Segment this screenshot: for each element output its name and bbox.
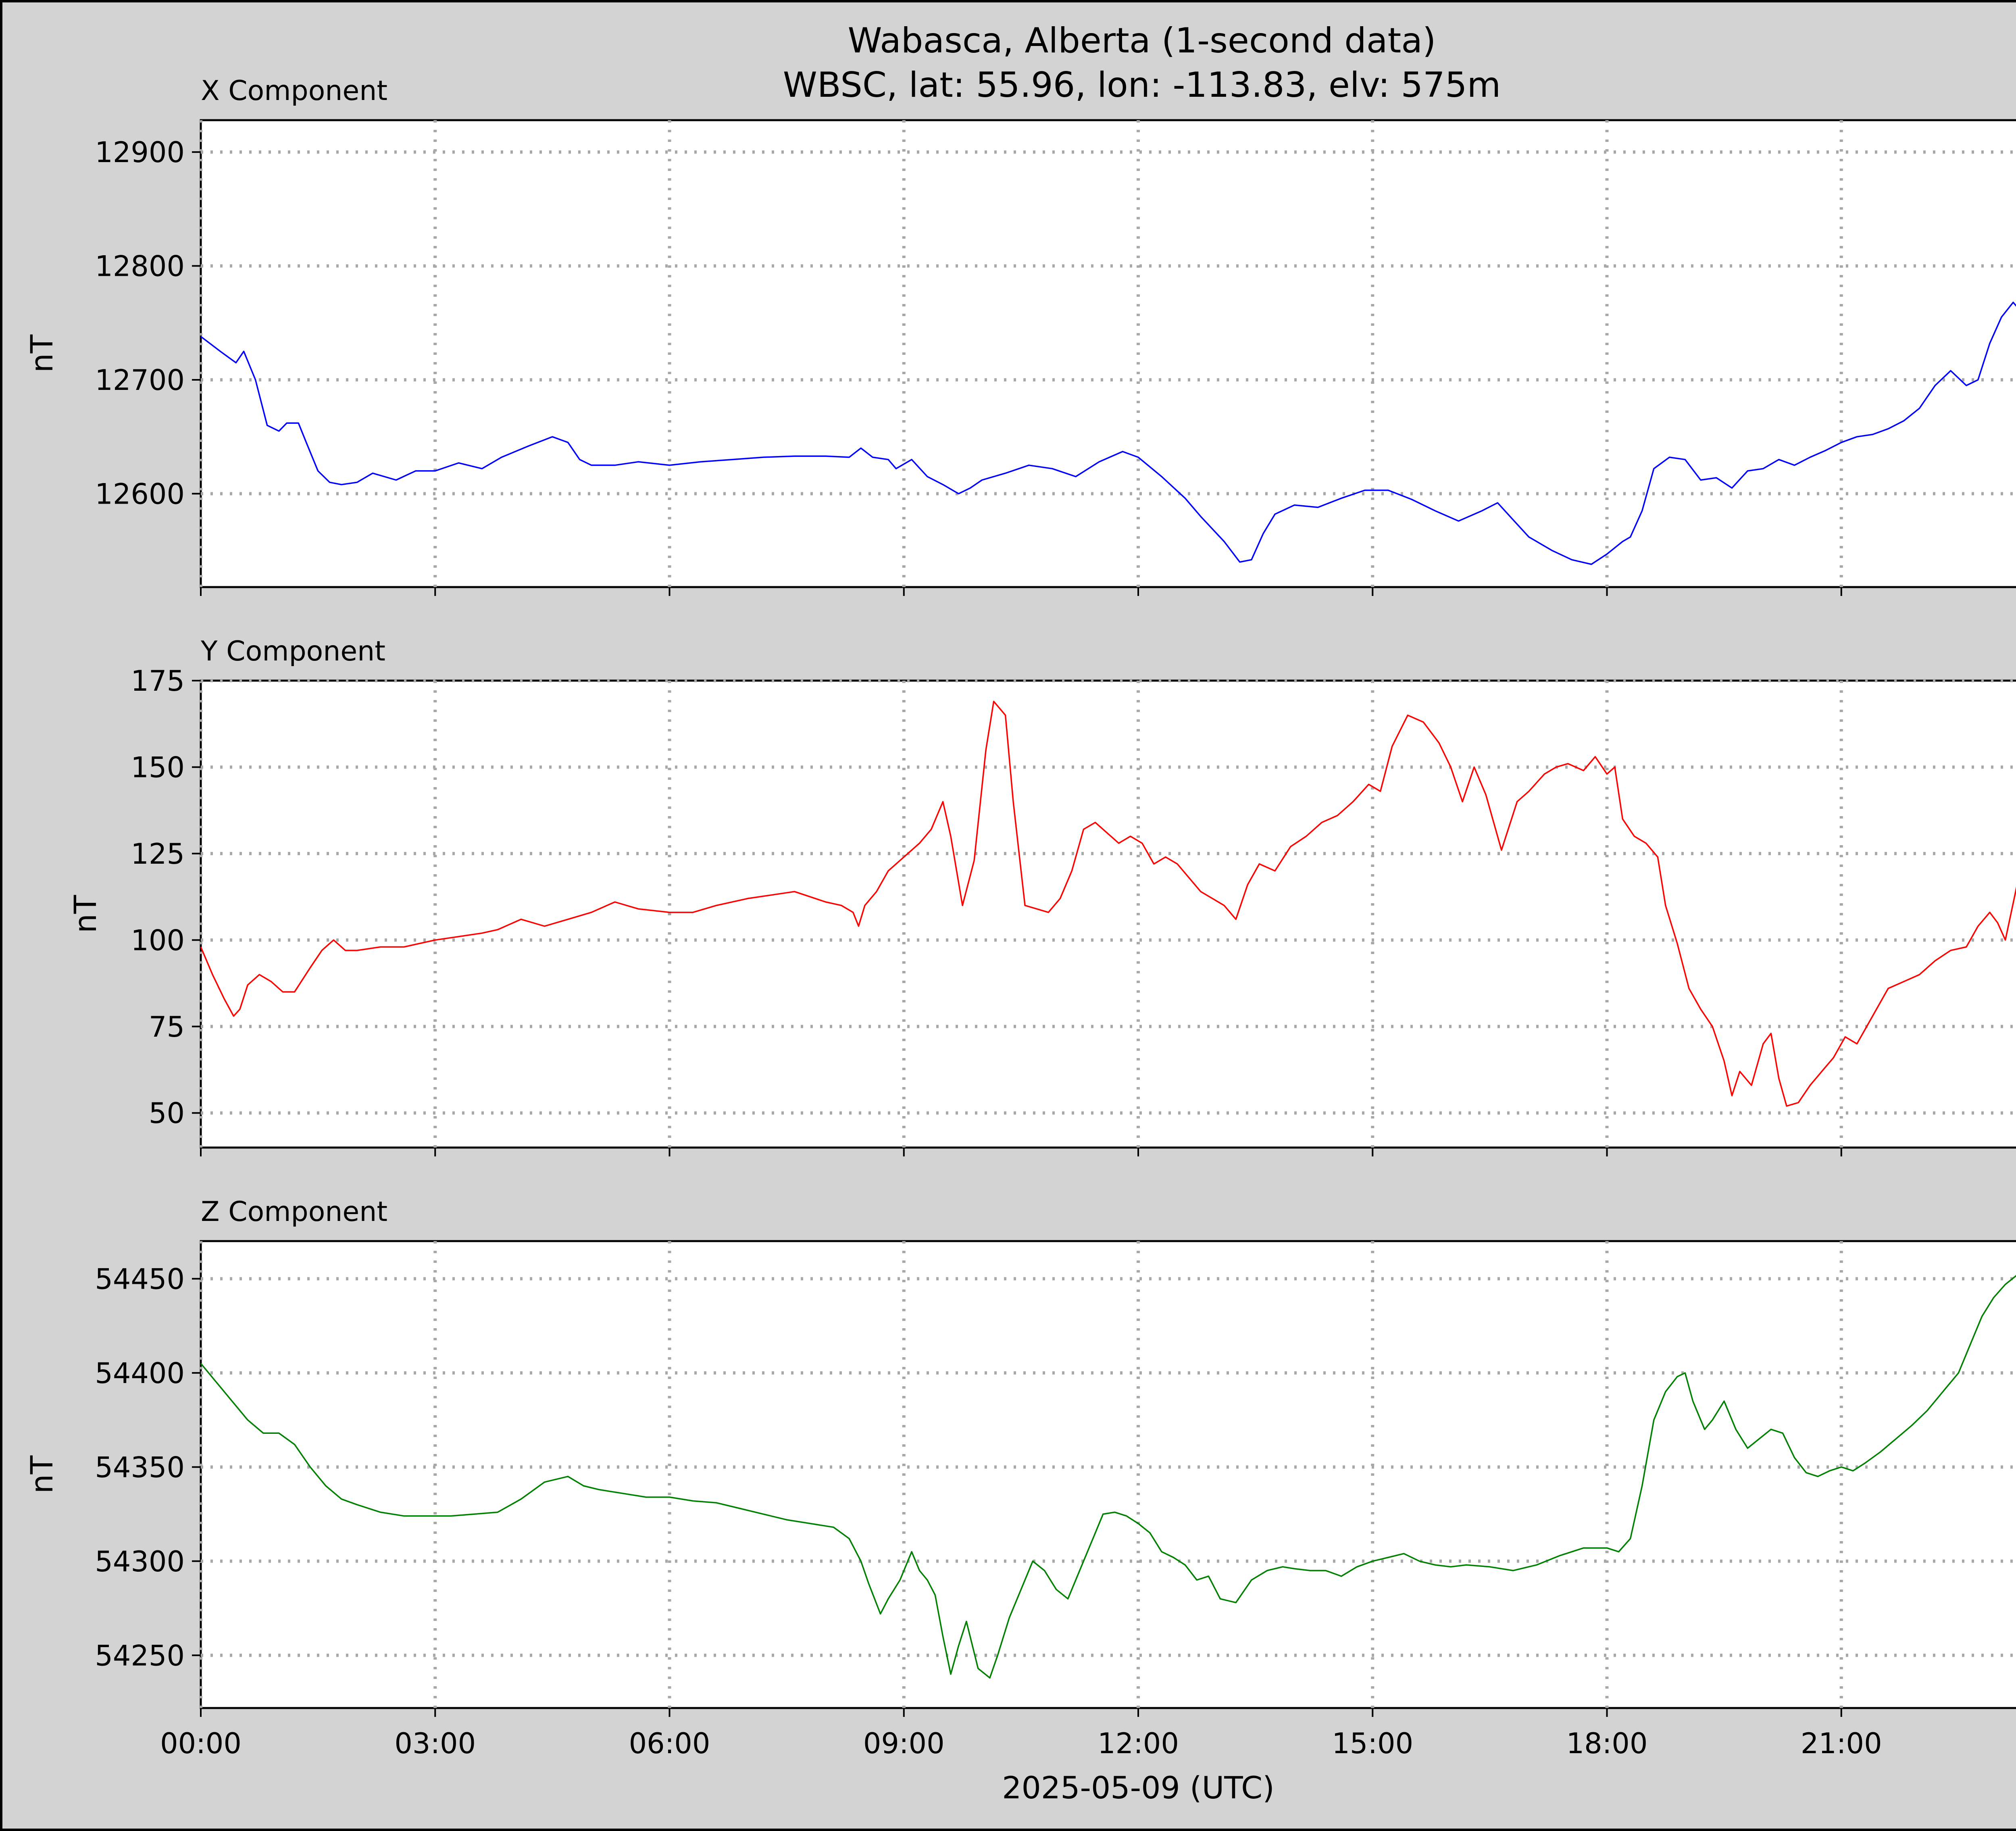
x-axis-tick-labels: 00:00 03:00 06:00 09:00 12:00 15:00 18:00 21:00 (160, 1727, 1882, 1760)
x-ytick-label: 12700 (95, 364, 185, 397)
y-component-panel: 50 75 100 125 150 175 Y Component nT (67, 635, 2016, 1156)
y-grid (199, 679, 2016, 1148)
x-axis-ticks: 12600 12700 12800 12900 (95, 136, 1842, 596)
y-ytick-label: 100 (131, 924, 185, 957)
y-ytick-label: 125 (131, 837, 185, 871)
x-grid (199, 120, 2016, 587)
x-series-line (200, 302, 2016, 565)
z-panel-title: Z Component (201, 1196, 387, 1228)
xtick-label: 00:00 (160, 1727, 242, 1760)
z-ylabel: nT (24, 1455, 60, 1494)
z-ytick-label: 54300 (95, 1545, 185, 1578)
x-axis-label: 2025-05-09 (UTC) (1002, 1770, 1275, 1806)
xtick-label: 03:00 (394, 1727, 476, 1760)
y-ylabel: nT (67, 895, 103, 933)
y-series-line (200, 700, 2016, 1107)
z-ytick-label: 54400 (95, 1357, 185, 1390)
z-ytick-label: 54450 (95, 1262, 185, 1296)
y-plot-area (200, 679, 2016, 1149)
x-panel-title: X Component (201, 75, 387, 107)
z-axis-ticks: 54250 54300 54350 54400 54450 (95, 1262, 1842, 1717)
y-axis-ticks: 50 75 100 125 150 175 (131, 664, 1842, 1156)
x-ytick-label: 12800 (95, 250, 185, 283)
x-ylabel: nT (24, 334, 60, 373)
y-ytick-label: 150 (131, 751, 185, 784)
z-ytick-label: 54350 (95, 1451, 185, 1484)
xtick-label: 18:00 (1566, 1727, 1648, 1760)
z-ytick-label: 54250 (95, 1639, 185, 1672)
y-ytick-label: 75 (149, 1010, 185, 1044)
y-ytick-label: 175 (131, 664, 185, 698)
xtick-label: 06:00 (629, 1727, 710, 1760)
xtick-label: 15:00 (1332, 1727, 1413, 1760)
x-ytick-label: 12600 (95, 477, 185, 510)
y-ytick-label: 50 (149, 1097, 185, 1130)
z-grid (199, 1241, 2016, 1708)
figure-title-line2: WBSC, lat: 55.96, lon: -113.83, elv: 575… (783, 65, 1501, 105)
z-plot-area (200, 1240, 2016, 1709)
figure-title-line1: Wabasca, Alberta (1-second data) (848, 21, 1436, 61)
x-component-panel: 12600 12700 12800 12900 X Component nT (24, 75, 2016, 596)
xtick-label: 21:00 (1801, 1727, 1882, 1760)
x-ytick-label: 12900 (95, 136, 185, 169)
xtick-label: 09:00 (863, 1727, 945, 1760)
y-panel-title: Y Component (200, 635, 385, 667)
z-component-panel: 54250 54300 54350 54400 54450 Z Component nT (24, 1196, 2016, 1717)
xtick-label: 12:00 (1098, 1727, 1179, 1760)
z-series-line (200, 1275, 2016, 1679)
x-plot-area (200, 119, 2016, 588)
